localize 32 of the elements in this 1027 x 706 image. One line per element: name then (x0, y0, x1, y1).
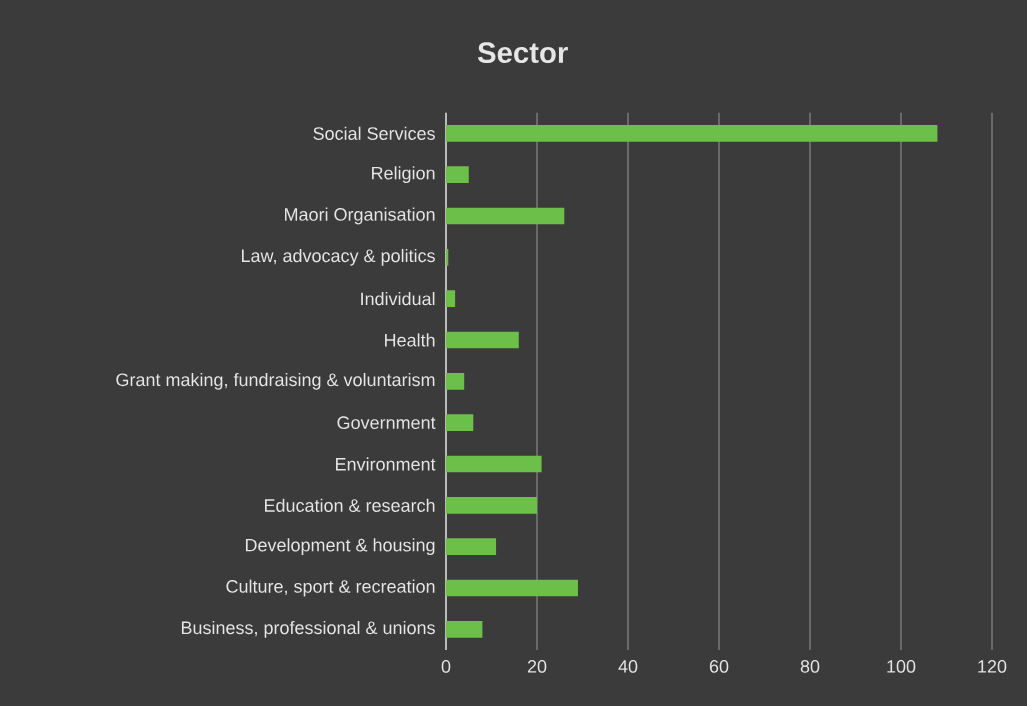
y-tick-label: Business, professional & unions (181, 620, 435, 638)
y-tick-label: Culture, sport & recreation (226, 579, 435, 597)
x-tick-label: 0 (441, 660, 451, 673)
bar (446, 620, 483, 638)
y-tick-label: Development & housing (245, 538, 435, 556)
bar (446, 331, 519, 349)
y-tick-label: Law, advocacy & politics (241, 248, 435, 266)
y-tick-label: Health (385, 333, 435, 347)
x-tick-label: 120 (978, 660, 1007, 673)
x-tick-label: 20 (527, 660, 547, 673)
y-tick-label: Individual (361, 292, 435, 306)
bar (446, 455, 542, 473)
bar (446, 166, 469, 183)
y-tick-label: Education & research (264, 498, 435, 512)
bar (446, 414, 474, 431)
bar (446, 372, 465, 390)
y-tick-label: Environment (336, 457, 436, 471)
y-tick-label: Social Services (313, 126, 435, 140)
bar (446, 538, 497, 555)
chart-title: Sector (477, 42, 568, 64)
x-tick-label: 60 (709, 660, 729, 673)
bar (446, 207, 565, 225)
x-tick-label: 40 (618, 660, 638, 673)
x-tick-label: 80 (800, 660, 820, 673)
bar (446, 496, 537, 514)
bar (446, 124, 938, 142)
bar (446, 579, 578, 597)
y-tick-label: Government (337, 416, 436, 430)
y-tick-label: Religion (372, 166, 435, 184)
y-tick-label: Grant making, fundraising & voluntarism (116, 372, 435, 390)
y-tick-label: Maori Organisation (285, 207, 435, 225)
x-tick-label: 100 (887, 660, 916, 673)
